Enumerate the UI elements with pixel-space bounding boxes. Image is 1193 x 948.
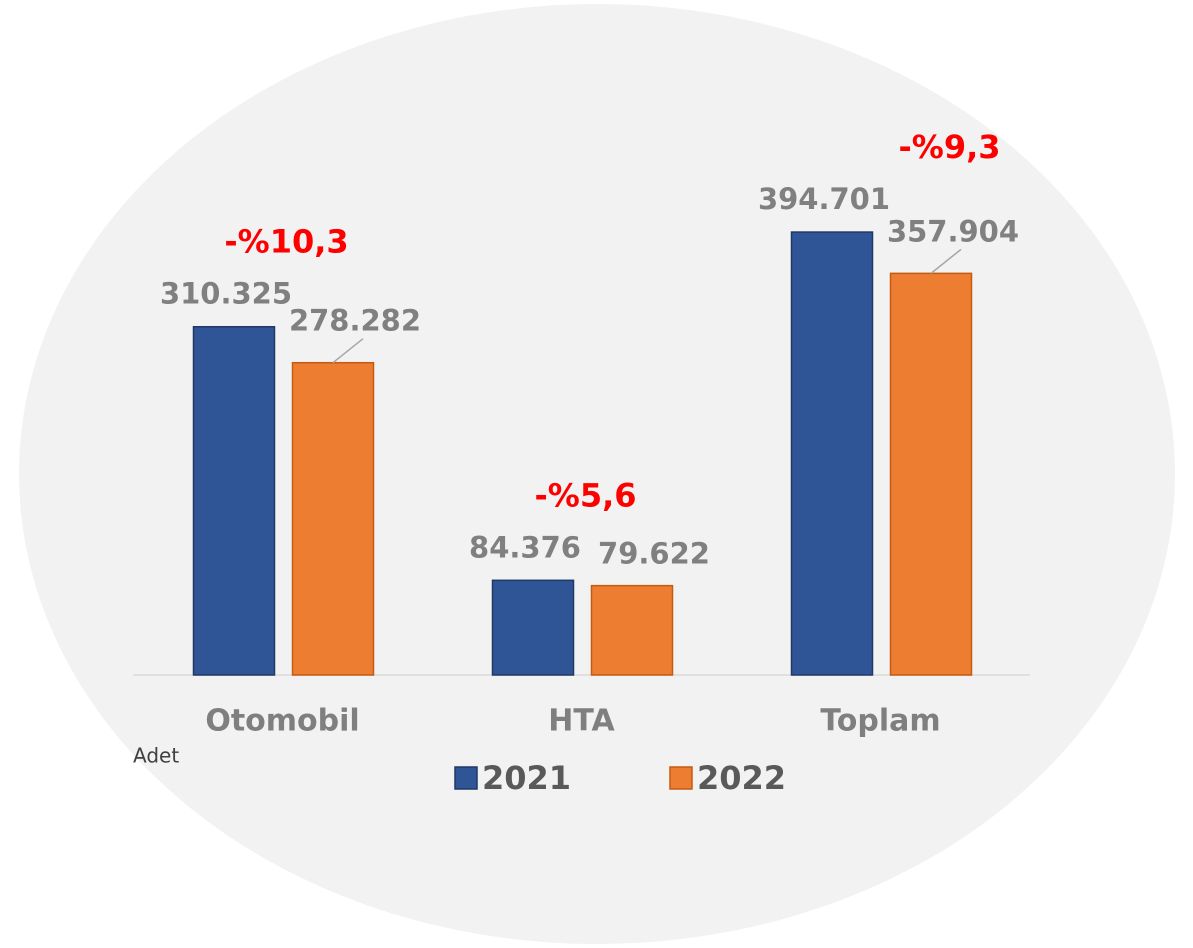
- bar: [192, 325, 276, 676]
- data-label: 394.701: [758, 182, 890, 216]
- x-tick-label: HTA: [548, 704, 615, 739]
- annotation: -%9,3: [898, 128, 1000, 166]
- annotation: -%10,3: [224, 223, 348, 261]
- bar: [590, 584, 674, 676]
- bar: [790, 231, 874, 676]
- leader-line: [332, 338, 364, 364]
- bar: [889, 272, 973, 676]
- bar: [291, 361, 375, 676]
- annotation: -%5,6: [534, 476, 636, 514]
- data-label: 310.325: [160, 277, 292, 311]
- leader-line: [930, 248, 962, 274]
- legend-label: 2022: [697, 759, 786, 797]
- unit-label: Adet: [133, 744, 179, 768]
- x-tick-label: Otomobil: [205, 704, 359, 739]
- legend-swatch: [669, 766, 693, 790]
- x-tick-label: Toplam: [820, 704, 940, 739]
- legend-swatch: [454, 766, 478, 790]
- data-label: 357.904: [887, 214, 1019, 248]
- data-label: 79.622: [598, 537, 710, 571]
- data-label: 84.376: [469, 530, 581, 564]
- bar: [491, 579, 575, 676]
- background: [19, 4, 1175, 944]
- legend-label: 2021: [482, 759, 571, 797]
- data-label: 278.282: [289, 304, 421, 338]
